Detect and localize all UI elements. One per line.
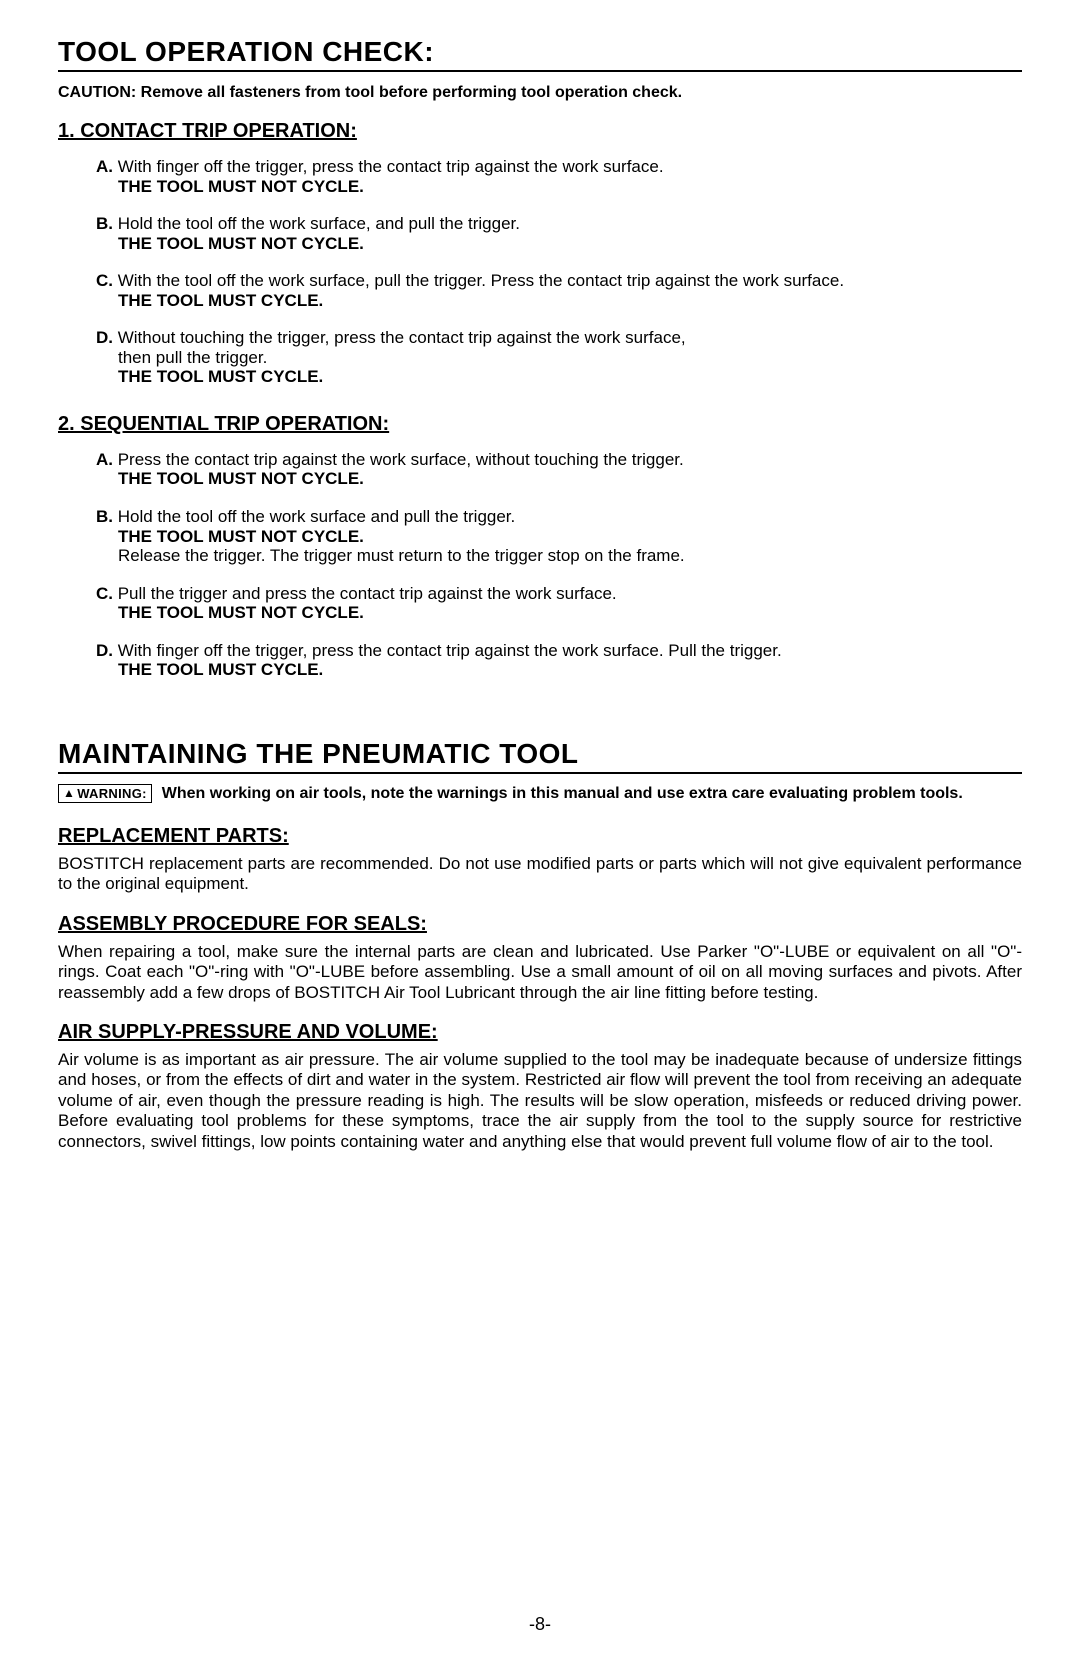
item-text: With finger off the trigger, press the c… <box>113 641 782 660</box>
list-item: D. Without touching the trigger, press t… <box>96 328 1022 387</box>
item-text: With the tool off the work surface, pull… <box>113 271 844 290</box>
paragraph-body: Air volume is as important as air pressu… <box>58 1050 1022 1152</box>
item-letter: C. <box>96 584 113 603</box>
item-extra: then pull the trigger. <box>118 348 1022 368</box>
list-item: A. With finger off the trigger, press th… <box>96 157 1022 196</box>
list-item: A. Press the contact trip against the wo… <box>96 450 1022 489</box>
item-letter: C. <box>96 271 113 290</box>
warning-label-box: ▲WARNING: <box>58 784 152 803</box>
item-letter: A. <box>96 157 113 176</box>
subsection-contact-trip: 1. CONTACT TRIP OPERATION: <box>58 120 1022 143</box>
warning-label: WARNING: <box>77 786 147 801</box>
page-number: -8- <box>0 1614 1080 1635</box>
paragraph-body: When repairing a tool, make sure the int… <box>58 942 1022 1003</box>
list-item: C. With the tool off the work surface, p… <box>96 271 1022 310</box>
section-title-maintaining: MAINTAINING THE PNEUMATIC TOOL <box>58 738 1022 774</box>
item-text: Press the contact trip against the work … <box>113 450 684 469</box>
item-after: Release the trigger. The trigger must re… <box>118 546 1022 566</box>
subsection-sequential-trip: 2. SEQUENTIAL TRIP OPERATION: <box>58 413 1022 436</box>
list-item: C. Pull the trigger and press the contac… <box>96 584 1022 623</box>
item-letter: B. <box>96 214 113 233</box>
item-letter: D. <box>96 641 113 660</box>
item-result: THE TOOL MUST NOT CYCLE. <box>118 603 1022 623</box>
item-result: THE TOOL MUST CYCLE. <box>118 367 1022 387</box>
item-text: With finger off the trigger, press the c… <box>113 157 664 176</box>
subsection-air-supply: AIR SUPPLY-PRESSURE AND VOLUME: <box>58 1021 1022 1044</box>
contact-trip-list: A. With finger off the trigger, press th… <box>58 157 1022 387</box>
sequential-trip-list: A. Press the contact trip against the wo… <box>58 450 1022 680</box>
list-item: B. Hold the tool off the work surface an… <box>96 507 1022 566</box>
warning-icon: ▲ <box>63 786 75 800</box>
item-result: THE TOOL MUST NOT CYCLE. <box>118 234 1022 254</box>
subsection-assembly-seals: ASSEMBLY PROCEDURE FOR SEALS: <box>58 913 1022 936</box>
list-item: B. Hold the tool off the work surface, a… <box>96 214 1022 253</box>
item-result: THE TOOL MUST CYCLE. <box>118 660 1022 680</box>
warning-text: When working on air tools, note the warn… <box>162 784 1022 803</box>
item-letter: A. <box>96 450 113 469</box>
caution-text: CAUTION: Remove all fasteners from tool … <box>58 84 1022 102</box>
paragraph-body: BOSTITCH replacement parts are recommend… <box>58 854 1022 895</box>
item-result: THE TOOL MUST NOT CYCLE. <box>118 527 1022 547</box>
item-result: THE TOOL MUST CYCLE. <box>118 291 1022 311</box>
warning-row: ▲WARNING: When working on air tools, not… <box>58 784 1022 803</box>
item-text: Hold the tool off the work surface, and … <box>113 214 520 233</box>
item-letter: B. <box>96 507 113 526</box>
section-title-tool-operation: TOOL OPERATION CHECK: <box>58 36 1022 72</box>
list-item: D. With finger off the trigger, press th… <box>96 641 1022 680</box>
item-text: Pull the trigger and press the contact t… <box>113 584 617 603</box>
item-result: THE TOOL MUST NOT CYCLE. <box>118 469 1022 489</box>
item-letter: D. <box>96 328 113 347</box>
item-text: Hold the tool off the work surface and p… <box>113 507 515 526</box>
item-result: THE TOOL MUST NOT CYCLE. <box>118 177 1022 197</box>
item-text: Without touching the trigger, press the … <box>113 328 686 347</box>
subsection-replacement-parts: REPLACEMENT PARTS: <box>58 825 1022 848</box>
